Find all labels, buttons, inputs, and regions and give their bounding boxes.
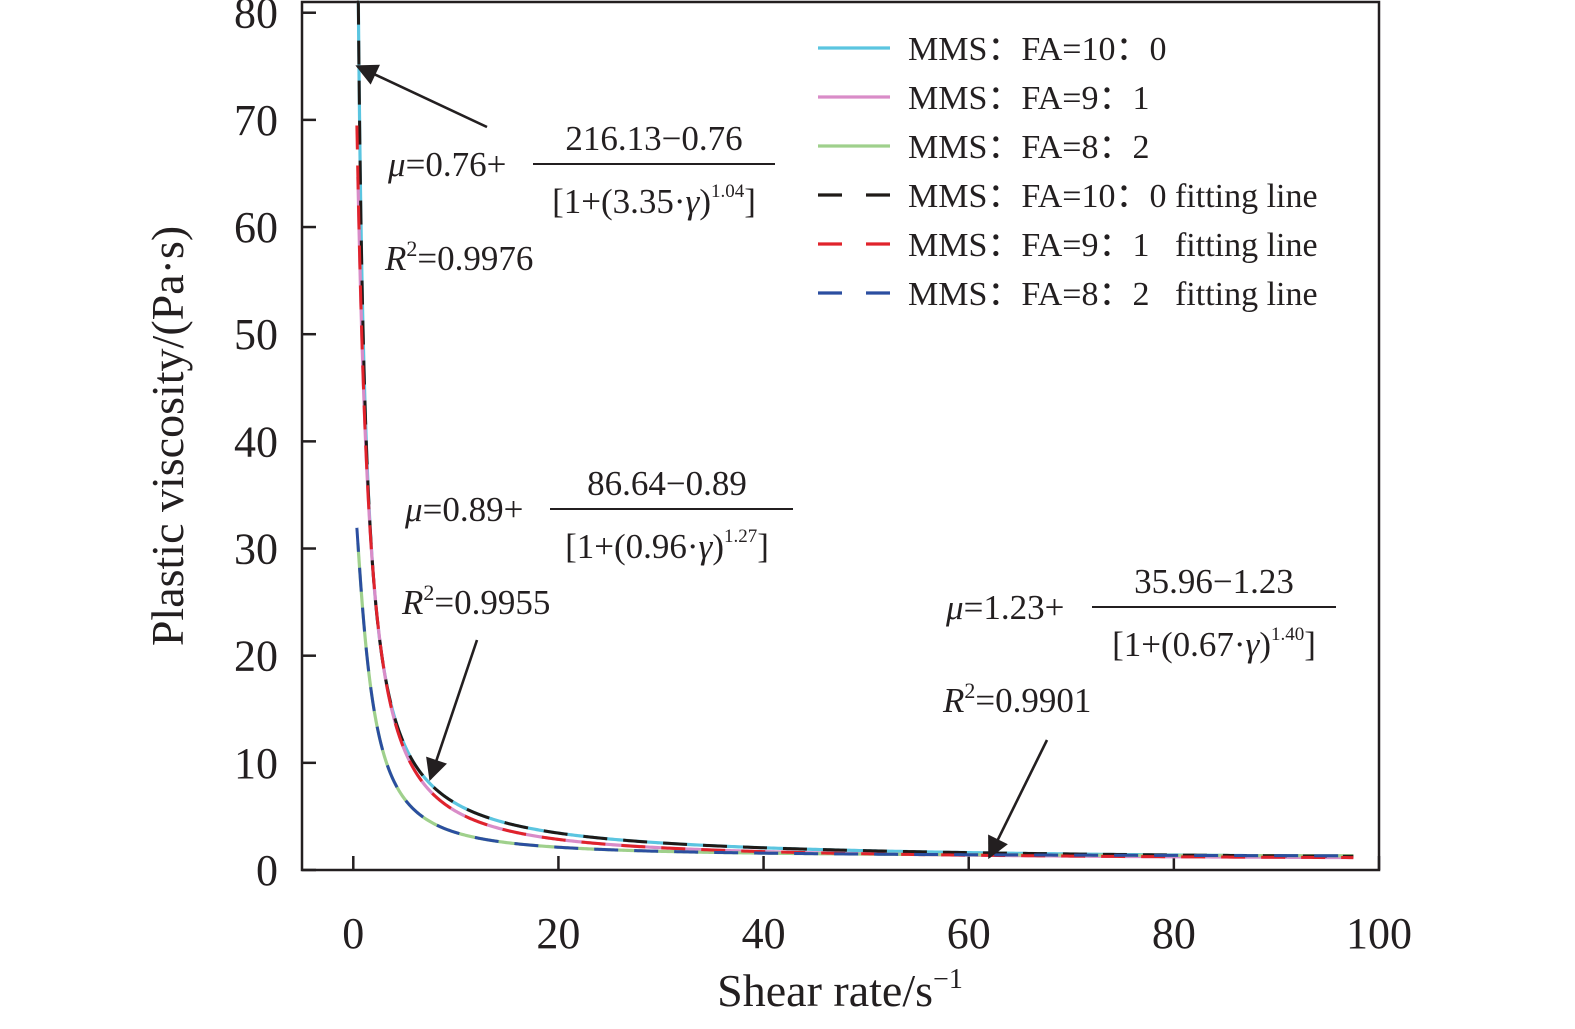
equation-lead: μ=0.76+ [387,145,506,184]
denominator-bracket: ] [757,527,769,566]
y-tick-label: 30 [234,525,278,574]
equation-lead-symbol: μ [945,588,964,627]
y-tick-label: 70 [234,96,278,145]
fitting-line-1 [355,0,1354,858]
legend-label: MMS：FA=10：0 fitting line [908,178,1318,215]
r-squared-exponent: 2 [964,678,975,703]
r-squared-exponent: 2 [423,580,434,605]
x-tick-label: 40 [742,909,786,958]
equation-lead: μ=0.89+ [404,490,523,529]
legend-label: MMS：FA=10：0 [908,31,1167,68]
r-squared-label: R2=0.9976 [384,236,533,278]
denominator-gamma: γ [686,182,701,221]
y-tick-label: 60 [234,203,278,252]
y-tick-label: 0 [256,846,278,895]
x-axis-title-exponent: −1 [933,964,963,995]
r-squared-symbol: R [401,583,423,622]
equation-lead-rest: =0.76+ [406,145,507,184]
y-tick-label: 40 [234,417,278,466]
equation-denominator: [1+(0.67·γ)1.40] [1112,624,1316,664]
r-squared-value: =0.9955 [434,583,550,622]
annotations: μ=0.76+216.13−0.76[1+(3.35·γ)1.04]R2=0.9… [355,64,1336,860]
denominator-close-paren: ) [712,527,724,566]
x-tick-label: 60 [947,909,991,958]
denominator-base: [1+(0.96· [565,527,698,566]
x-axis-title: Shear rate/s−1 [717,964,963,1016]
x-axis-title-text: Shear rate/s [717,965,933,1016]
y-tick-label: 20 [234,632,278,681]
equation-numerator: 86.64−0.89 [587,464,747,503]
denominator-exponent: 1.04 [711,181,745,202]
fit-equation-3: μ=1.23+ 35.96−1.23 [1+(0.67·γ)1.40] R2=0.99… [942,562,1336,860]
denominator-gamma: γ [699,527,714,566]
denominator-exponent: 1.27 [724,526,757,547]
x-tick-label: 80 [1152,909,1196,958]
legend-label: MMS：FA=8：2 [908,129,1150,166]
denominator-base: [1+(3.35· [552,182,685,221]
denominator-gamma: γ [1246,625,1261,664]
equation-numerator: 216.13−0.76 [565,119,742,158]
equation-lead-rest: =1.23+ [964,588,1065,627]
denominator-close-paren: ) [699,182,711,221]
fit-equation-1: μ=0.76+ 216.13−0.76 [1+(3.35·γ)1.04] R2=0.9… [355,64,775,278]
legend-label: MMS：FA=9：1 fitting line [908,227,1318,264]
denominator-exponent: 1.40 [1271,624,1304,645]
equation-lead-rest: =0.89+ [423,490,524,529]
data-line-1 [356,0,1354,858]
r-squared-exponent: 2 [406,236,417,261]
equation-lead-symbol: μ [404,490,423,529]
equation-denominator: [1+(0.96·γ)1.27] [565,526,769,566]
annotation-arrow [355,64,488,129]
denominator-bracket: ] [1304,625,1316,664]
denominator-bracket: ] [744,182,756,221]
r-squared-symbol: R [942,681,964,720]
r-squared-label: R2=0.9955 [401,580,550,622]
legend-label: MMS：FA=8：2 fitting line [908,276,1318,313]
legend: MMS：FA=10：0 MMS：FA=9：1 MMS：FA=8：2 MMS：FA=10… [818,31,1318,313]
r-squared-value: =0.9901 [975,681,1091,720]
annotation-arrow [426,639,479,781]
r-squared-label: R2=0.9901 [942,678,1091,720]
r-squared-value: =0.9976 [417,239,533,278]
x-axis: 0 20 40 60 80 100 [342,856,1412,958]
x-tick-label: 0 [342,909,364,958]
x-tick-label: 20 [536,909,580,958]
legend-label: MMS：FA=9：1 [908,80,1150,117]
equation-lead: μ=1.23+ [945,588,1064,627]
equation-numerator: 35.96−1.23 [1134,562,1294,601]
series-layer [355,0,1354,860]
y-tick-label: 50 [234,310,278,359]
plot-frame [300,0,1381,872]
denominator-close-paren: ) [1259,625,1271,664]
annotation-arrow [988,739,1049,860]
r-squared-symbol: R [384,239,406,278]
fit-equation-2: μ=0.89+ 86.64−0.89 [1+(0.96·γ)1.27] R2=0.99… [401,464,793,781]
y-axis: 0 10 20 30 40 50 60 70 80 [234,0,316,895]
y-tick-label: 80 [234,0,278,38]
plot-area-border [300,0,1381,872]
y-axis-title: Plastic viscosity/(Pa·s) [142,226,193,646]
denominator-base: [1+(0.67· [1112,625,1245,664]
equation-lead-symbol: μ [387,145,406,184]
y-tick-label: 10 [234,739,278,788]
x-tick-label: 100 [1346,909,1412,958]
equation-denominator: [1+(3.35·γ)1.04] [552,181,756,221]
